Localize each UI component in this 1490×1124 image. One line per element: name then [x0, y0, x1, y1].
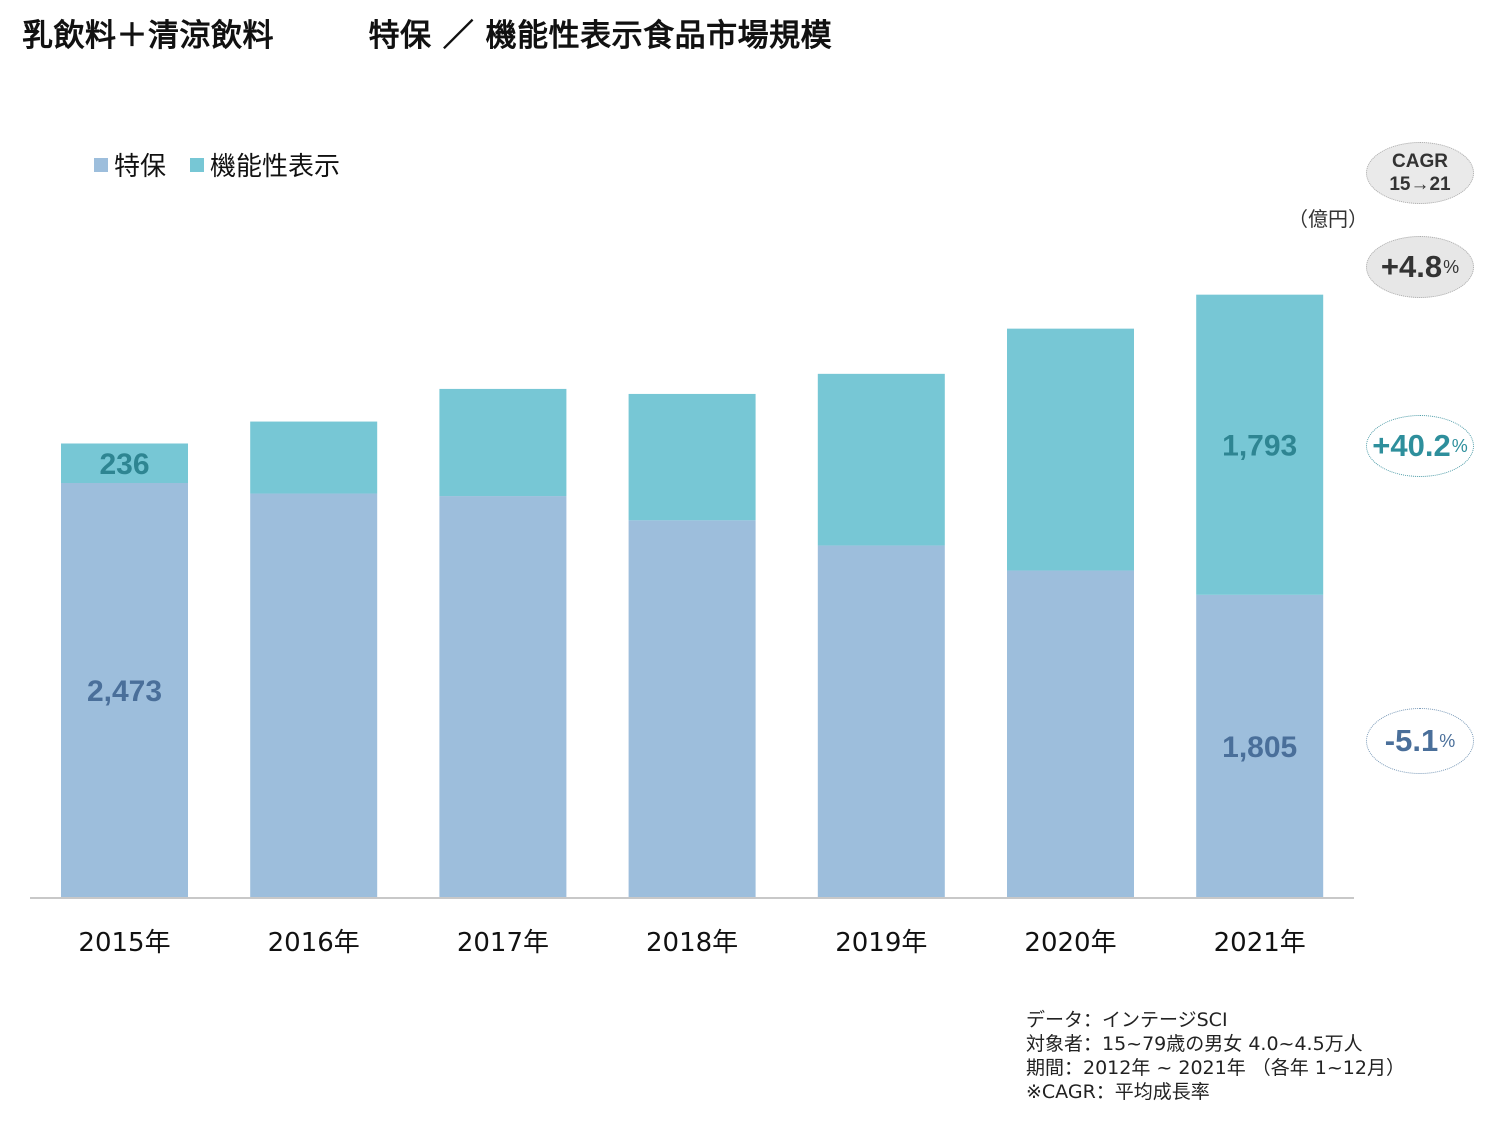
data-label-kinou-0: 236: [99, 448, 149, 481]
x-tick-label-3: 2018年: [646, 928, 738, 958]
legend-swatch-tokuho: [94, 157, 108, 172]
bar-kinou-1: [250, 421, 378, 494]
footnote-line-2: 対象者：15~79歳の男女 4.0~4.5万人: [1026, 1033, 1363, 1055]
unit-label: （億円）: [1288, 207, 1368, 231]
legend-label-kinou: 機能性表示: [210, 152, 341, 182]
page-title: 乳飲料＋清涼飲料 特保 ／ 機能性表示食品市場規模: [22, 18, 833, 54]
footnote-line-4: ※CAGR：平均成長率: [1026, 1081, 1210, 1103]
x-tick-label-1: 2016年: [268, 928, 360, 958]
cagr-kinou-badge: +40.2%: [1366, 415, 1474, 477]
data-label-tokuho-6: 1,805: [1222, 731, 1297, 764]
data-label-tokuho-0: 2,473: [87, 675, 162, 708]
cagr-kinou-value: +40.2: [1372, 428, 1451, 463]
bar-tokuho-6: [1196, 594, 1324, 897]
bar-tokuho-1: [250, 493, 378, 897]
bar-kinou-0: [61, 443, 188, 483]
data-label-kinou-6: 1,793: [1222, 430, 1297, 463]
cagr-total-value: +4.8: [1380, 249, 1443, 284]
cagr-total-pct: %: [1443, 256, 1460, 277]
bar-kinou-6: [1196, 294, 1324, 595]
legend-item-tokuho: 特保: [94, 146, 166, 183]
cagr-header-line2: 15→21: [1389, 174, 1451, 195]
bar-tokuho-2: [439, 496, 567, 897]
cagr-total-badge: +4.8%: [1366, 236, 1474, 298]
legend-item-kinou: 機能性表示: [190, 146, 340, 183]
x-tick-label-5: 2020年: [1024, 928, 1116, 958]
legend: 特保 機能性表示: [94, 146, 364, 183]
cagr-kinou-pct: %: [1451, 435, 1468, 456]
x-tick-label-2: 2017年: [457, 928, 549, 958]
x-tick-label-6: 2021年: [1214, 928, 1306, 958]
cagr-tokuho-pct: %: [1439, 730, 1456, 751]
x-tick-label-4: 2019年: [835, 928, 927, 958]
bar-kinou-3: [628, 393, 756, 521]
bar-kinou-2: [439, 388, 567, 497]
bar-tokuho-3: [628, 520, 756, 897]
legend-swatch-kinou: [190, 157, 205, 172]
cagr-tokuho-value: -5.1: [1384, 723, 1439, 758]
bar-tokuho-5: [1007, 570, 1134, 897]
footnote-line-1: データ：インテージSCI: [1026, 1009, 1228, 1031]
bar-kinou-5: [1007, 328, 1134, 571]
x-tick-label-0: 2015年: [78, 928, 170, 958]
bar-tokuho-0: [61, 483, 188, 897]
footnote: データ：インテージSCI 対象者：15~79歳の男女 4.0~4.5万人 期間：20…: [1026, 1008, 1405, 1104]
cagr-header-line1: CAGR: [1392, 151, 1448, 172]
cagr-header-badge: CAGR 15→21: [1366, 142, 1474, 204]
bar-tokuho-4: [817, 545, 945, 897]
bar-kinou-4: [817, 373, 945, 546]
footnote-line-3: 期間：2012年 ~ 2021年 （各年 1~12月）: [1026, 1057, 1405, 1079]
legend-label-tokuho: 特保: [114, 152, 167, 182]
cagr-tokuho-badge: -5.1%: [1366, 708, 1474, 774]
